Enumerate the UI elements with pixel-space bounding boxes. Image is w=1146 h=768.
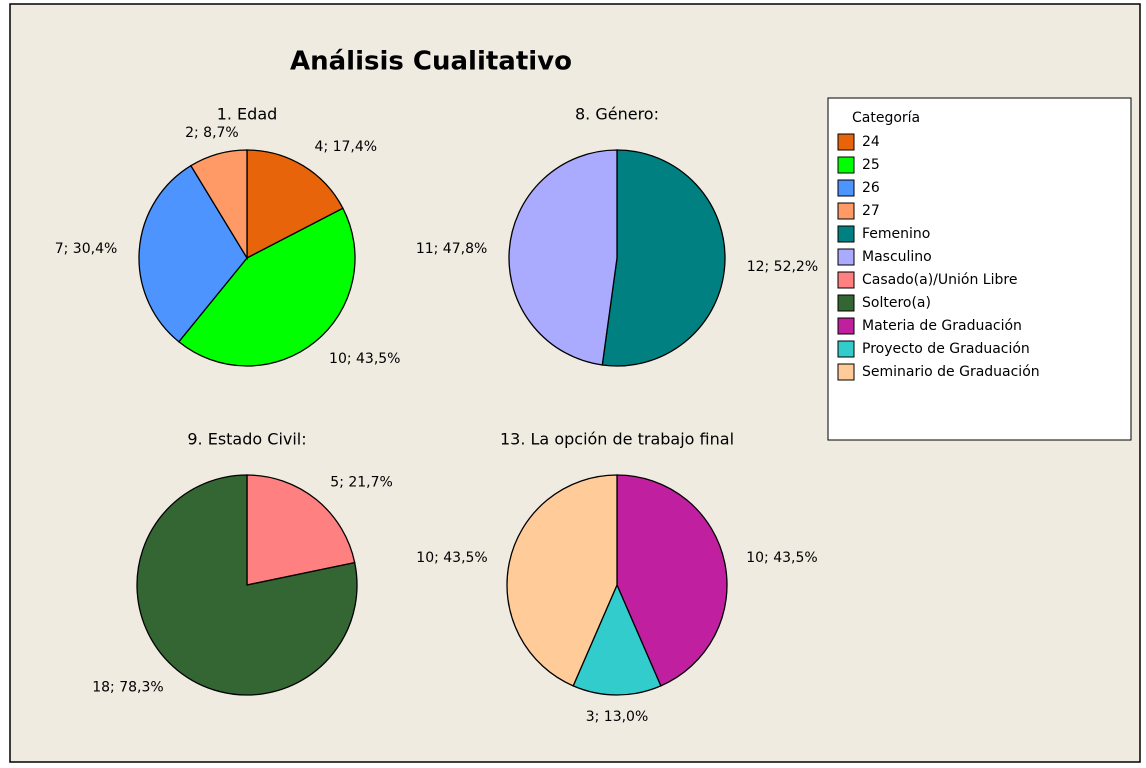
legend-label: Materia de Graduación <box>862 318 1022 334</box>
pie-title: 8. Género: <box>575 105 659 124</box>
pie-slice <box>246 474 356 586</box>
slice-label: 10; 43,5% <box>329 351 400 367</box>
legend-label: 24 <box>862 134 880 150</box>
pie-slice <box>601 149 726 367</box>
legend-swatch <box>837 179 855 197</box>
legend-label: Soltero(a) <box>862 295 931 311</box>
slice-label: 10; 43,5% <box>416 550 487 566</box>
legend-label: Seminario de Graduación <box>862 364 1040 380</box>
slice-label: 10; 43,5% <box>746 550 817 566</box>
legend-swatch <box>837 340 855 358</box>
legend-label: Casado(a)/Unión Libre <box>862 272 1017 288</box>
slice-label: 3; 13,0% <box>586 709 649 725</box>
pie-title: 1. Edad <box>217 105 278 124</box>
pie-title: 13. La opción de trabajo final <box>500 430 734 449</box>
legend-label: 25 <box>862 157 880 173</box>
legend-label: Masculino <box>862 249 932 265</box>
legend-label: 27 <box>862 203 880 219</box>
legend-label: Femenino <box>862 226 930 242</box>
pie-slice <box>189 149 248 261</box>
slice-label: 18; 78,3% <box>92 679 163 695</box>
legend-swatch <box>837 363 855 381</box>
pie-slice <box>138 164 248 343</box>
legend-swatch <box>837 294 855 312</box>
pie-slice <box>177 207 356 367</box>
pie-slice <box>616 474 728 687</box>
pie-title: 9. Estado Civil: <box>187 430 306 449</box>
pie-slice <box>572 583 662 696</box>
pie-slice <box>508 149 618 366</box>
legend-swatch <box>837 133 855 151</box>
legend-swatch <box>837 202 855 220</box>
slice-label: 4; 17,4% <box>315 139 378 155</box>
slice-label: 5; 21,7% <box>330 475 393 491</box>
chart-title: Análisis Cualitativo <box>290 47 572 77</box>
legend-box <box>827 97 1132 441</box>
legend-swatch <box>837 156 855 174</box>
legend-title: Categoría <box>852 110 920 126</box>
slice-label: 12; 52,2% <box>747 259 818 275</box>
pie-slice <box>136 474 358 696</box>
pie-slice <box>506 474 618 687</box>
legend-swatch <box>837 248 855 266</box>
legend-swatch <box>837 225 855 243</box>
legend-swatch <box>837 317 855 335</box>
slice-label: 7; 30,4% <box>55 241 118 257</box>
pie-slice <box>246 149 344 260</box>
legend-label: 26 <box>862 180 880 196</box>
legend-label: Proyecto de Graduación <box>862 341 1030 357</box>
slice-label: 2; 8,7% <box>185 125 239 141</box>
slice-label: 11; 47,8% <box>416 241 487 257</box>
legend-swatch <box>837 271 855 289</box>
